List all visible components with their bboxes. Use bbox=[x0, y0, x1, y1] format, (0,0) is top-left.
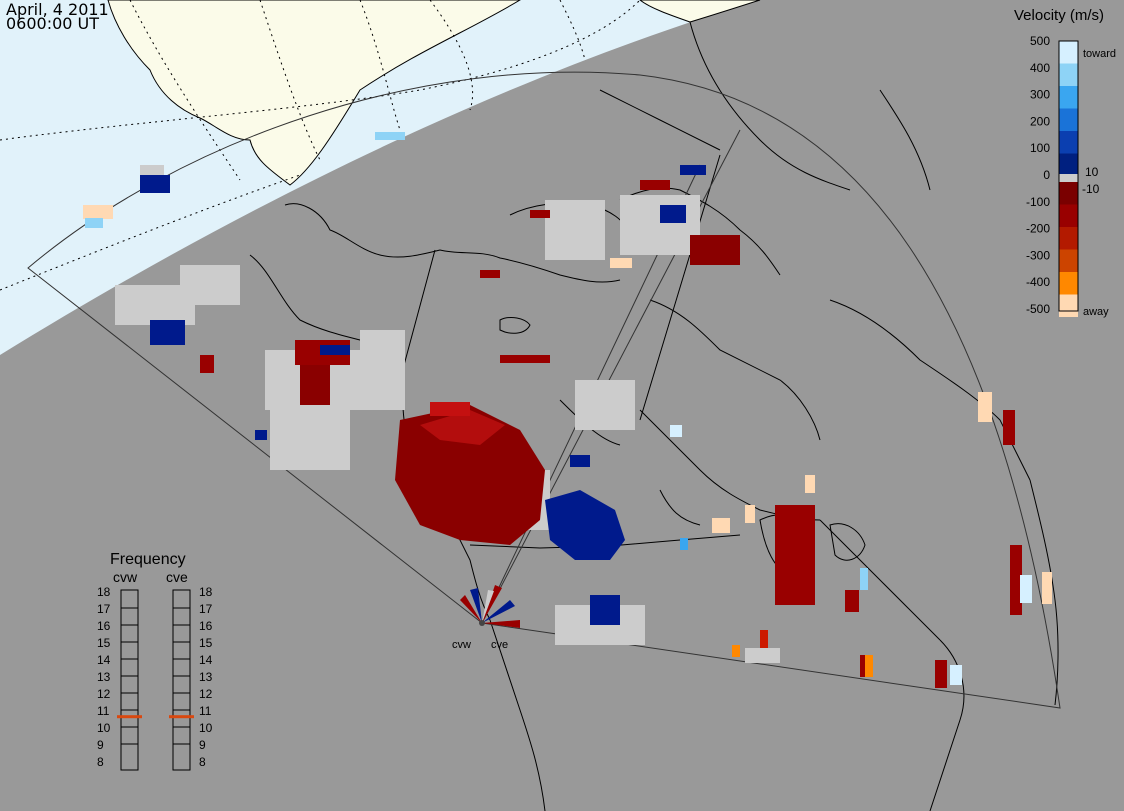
frequency-level-right: 12 bbox=[199, 687, 213, 701]
field-of-view bbox=[27, 71, 1061, 709]
velocity-tick-label: 300 bbox=[1030, 88, 1050, 102]
frequency-level-left: 17 bbox=[97, 602, 111, 616]
away-light-cells bbox=[83, 205, 1052, 677]
frequency-ladder-cvw bbox=[120, 589, 139, 771]
colorbar-toward-cell bbox=[1059, 131, 1078, 154]
frequency-level-left: 14 bbox=[97, 653, 111, 667]
frequency-level-right: 18 bbox=[199, 585, 213, 599]
toward-cells bbox=[85, 132, 1032, 685]
frequency-cvw-label: cvw bbox=[113, 569, 138, 585]
frequency-level-right: 11 bbox=[199, 704, 212, 718]
velocity-tick-10: 10 bbox=[1085, 165, 1099, 179]
velocity-tick-label: -400 bbox=[1026, 275, 1050, 289]
radar-cvw-label: cvw bbox=[452, 639, 471, 651]
frequency-level-right: 16 bbox=[199, 619, 213, 633]
frequency-marker-cve bbox=[169, 715, 194, 719]
velocity-toward-label: toward bbox=[1083, 48, 1116, 60]
frequency-level-left: 18 bbox=[97, 585, 111, 599]
velocity-tick-label: 200 bbox=[1030, 114, 1050, 128]
arctic-land bbox=[639, 0, 761, 23]
colorbar-away-cell bbox=[1059, 249, 1078, 272]
frequency-level-left: 16 bbox=[97, 619, 111, 633]
velocity-away-label: away bbox=[1083, 306, 1109, 318]
frequency-level-left: 13 bbox=[97, 670, 111, 684]
colorbar-away-cell bbox=[1059, 294, 1078, 317]
velocity-tick-minus10: -10 bbox=[1082, 182, 1100, 196]
velocity-tick-label: -100 bbox=[1026, 195, 1050, 209]
velocity-colorbar: Velocity (m/s) 500 400 300 200 100 0 -100 -200 -… bbox=[1014, 7, 1116, 318]
colorbar-away-cell bbox=[1059, 204, 1078, 227]
velocity-tick-label: 500 bbox=[1030, 34, 1050, 48]
velocity-tick-label: -300 bbox=[1026, 248, 1050, 262]
frequency-level-right: 10 bbox=[199, 721, 213, 735]
radar-near-range bbox=[460, 585, 520, 628]
colorbar-away-cell bbox=[1059, 227, 1078, 250]
velocity-tick-label: -500 bbox=[1026, 302, 1050, 316]
time-label: 0600:00 UT bbox=[6, 14, 100, 33]
colorbar-toward-cell bbox=[1059, 108, 1078, 131]
frequency-panel: Frequency cvw cve 18 18 17 17 16 16 15 15 14 14 13… bbox=[97, 551, 213, 771]
frequency-level-left: 9 bbox=[97, 738, 104, 752]
frequency-level-right: 9 bbox=[199, 738, 206, 752]
velocity-tick-label: 100 bbox=[1030, 141, 1050, 155]
velocity-scale-title: Velocity (m/s) bbox=[1014, 7, 1104, 24]
frequency-level-left: 11 bbox=[97, 704, 110, 718]
frequency-level-right: 15 bbox=[199, 636, 213, 650]
velocity-tick-label: -200 bbox=[1026, 222, 1050, 236]
colorbar-away-cell bbox=[1059, 272, 1078, 295]
radar-cve-label: cve bbox=[491, 639, 508, 651]
frequency-level-left: 15 bbox=[97, 636, 111, 650]
colorbar-away-cell bbox=[1059, 182, 1078, 205]
colorbar-toward-cell bbox=[1059, 153, 1078, 176]
frequency-cve-label: cve bbox=[166, 569, 188, 585]
frequency-level-left: 10 bbox=[97, 721, 111, 735]
velocity-tick-label: 400 bbox=[1030, 61, 1050, 75]
frequency-marker-cvw bbox=[117, 715, 142, 719]
date-label: April, 4 2011 bbox=[6, 0, 109, 19]
greenland-land bbox=[107, 0, 521, 186]
frequency-ladder-cve bbox=[172, 589, 191, 771]
frequency-level-right: 13 bbox=[199, 670, 213, 684]
colorbar-toward-cell bbox=[1059, 41, 1078, 64]
frequency-level-right: 14 bbox=[199, 653, 213, 667]
velocity-tick-label: 0 bbox=[1043, 168, 1050, 182]
frequency-level-left: 12 bbox=[97, 687, 111, 701]
frequency-level-right: 8 bbox=[199, 755, 206, 769]
colorbar-zero-band bbox=[1059, 174, 1078, 182]
colorbar-toward-cell bbox=[1059, 86, 1078, 109]
colorbar-toward-cell bbox=[1059, 63, 1078, 86]
frequency-level-right: 17 bbox=[199, 602, 213, 616]
ground-scatter-cells bbox=[115, 165, 780, 663]
frequency-title: Frequency bbox=[110, 551, 186, 568]
graticule bbox=[0, 0, 641, 291]
frequency-level-left: 8 bbox=[97, 755, 104, 769]
